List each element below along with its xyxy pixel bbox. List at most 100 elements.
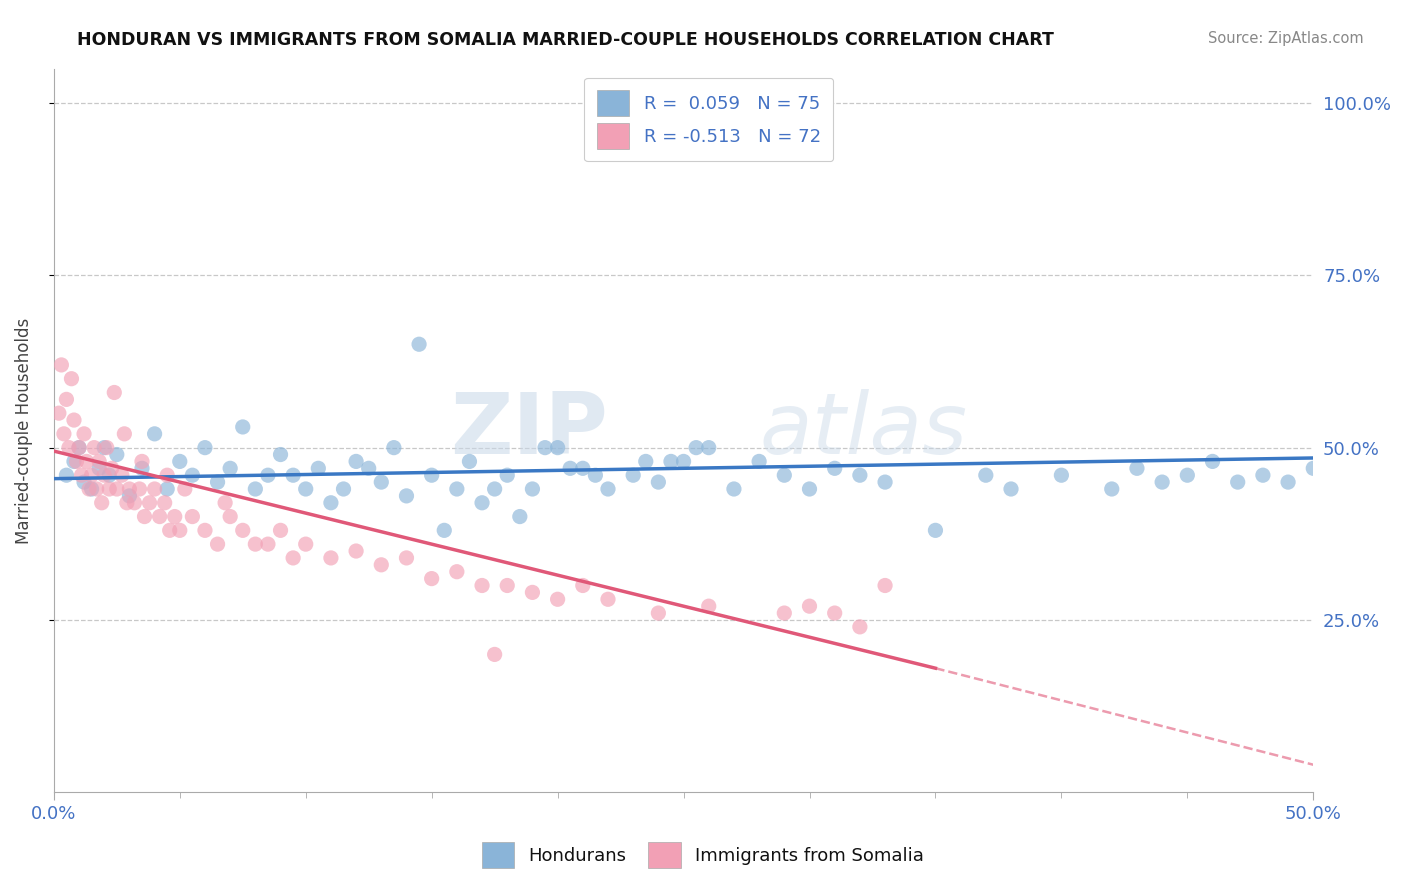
- Point: [270, 524, 292, 538]
- Point: [194, 441, 217, 455]
- Point: [93, 441, 115, 455]
- Point: [124, 496, 146, 510]
- Point: [173, 482, 195, 496]
- Point: [357, 461, 380, 475]
- Point: [219, 461, 242, 475]
- Point: [73, 475, 96, 489]
- Point: [572, 578, 595, 592]
- Point: [773, 468, 796, 483]
- Point: [118, 482, 141, 496]
- Point: [245, 482, 267, 496]
- Text: Source: ZipAtlas.com: Source: ZipAtlas.com: [1208, 31, 1364, 46]
- Point: [169, 454, 191, 468]
- Point: [156, 482, 179, 496]
- Point: [143, 426, 166, 441]
- Point: [131, 454, 153, 468]
- Point: [634, 454, 657, 468]
- Point: [80, 468, 103, 483]
- Point: [89, 461, 111, 475]
- Point: [319, 496, 342, 510]
- Point: [67, 441, 90, 455]
- Point: [153, 496, 176, 510]
- Point: [100, 461, 122, 475]
- Point: [118, 489, 141, 503]
- Point: [103, 385, 125, 400]
- Point: [408, 337, 430, 351]
- Point: [156, 468, 179, 483]
- Point: [547, 592, 569, 607]
- Y-axis label: Married-couple Households: Married-couple Households: [15, 318, 32, 543]
- Point: [270, 448, 292, 462]
- Point: [344, 544, 367, 558]
- Point: [572, 461, 595, 475]
- Point: [307, 461, 329, 475]
- Point: [647, 475, 669, 489]
- Point: [58, 441, 80, 455]
- Point: [105, 482, 128, 496]
- Point: [65, 454, 87, 468]
- Point: [149, 509, 172, 524]
- Point: [207, 537, 229, 551]
- Point: [659, 454, 682, 468]
- Point: [420, 468, 443, 483]
- Point: [232, 524, 254, 538]
- Point: [63, 454, 86, 468]
- Point: [471, 496, 494, 510]
- Point: [89, 454, 111, 468]
- Point: [1302, 461, 1324, 475]
- Point: [131, 461, 153, 475]
- Point: [484, 482, 506, 496]
- Point: [547, 441, 569, 455]
- Point: [420, 572, 443, 586]
- Point: [55, 392, 77, 407]
- Point: [159, 524, 181, 538]
- Point: [96, 441, 118, 455]
- Point: [824, 606, 846, 620]
- Point: [83, 441, 105, 455]
- Point: [522, 585, 544, 599]
- Point: [974, 468, 997, 483]
- Point: [257, 537, 280, 551]
- Point: [245, 537, 267, 551]
- Point: [509, 509, 531, 524]
- Text: ZIP: ZIP: [450, 389, 607, 472]
- Point: [181, 468, 204, 483]
- Point: [496, 578, 519, 592]
- Point: [685, 441, 707, 455]
- Point: [1000, 482, 1022, 496]
- Point: [1226, 475, 1249, 489]
- Text: HONDURAN VS IMMIGRANTS FROM SOMALIA MARRIED-COUPLE HOUSEHOLDS CORRELATION CHART: HONDURAN VS IMMIGRANTS FROM SOMALIA MARR…: [77, 31, 1054, 49]
- Point: [76, 454, 98, 468]
- Point: [163, 509, 186, 524]
- Point: [281, 468, 304, 483]
- Point: [214, 496, 236, 510]
- Point: [90, 496, 112, 510]
- Point: [181, 509, 204, 524]
- Point: [446, 565, 468, 579]
- Point: [458, 454, 481, 468]
- Legend: R =  0.059   N = 75, R = -0.513   N = 72: R = 0.059 N = 75, R = -0.513 N = 72: [583, 78, 834, 161]
- Point: [723, 482, 745, 496]
- Point: [849, 468, 872, 483]
- Point: [63, 413, 86, 427]
- Point: [138, 496, 160, 510]
- Point: [370, 558, 392, 572]
- Point: [105, 448, 128, 462]
- Point: [55, 468, 77, 483]
- Point: [134, 509, 156, 524]
- Point: [52, 426, 75, 441]
- Point: [672, 454, 695, 468]
- Text: atlas: atlas: [759, 389, 967, 472]
- Point: [1101, 482, 1123, 496]
- Point: [93, 468, 115, 483]
- Point: [73, 426, 96, 441]
- Point: [281, 550, 304, 565]
- Point: [496, 468, 519, 483]
- Point: [86, 482, 108, 496]
- Point: [60, 372, 83, 386]
- Point: [207, 475, 229, 489]
- Point: [596, 482, 619, 496]
- Point: [560, 461, 582, 475]
- Point: [534, 441, 557, 455]
- Point: [169, 524, 191, 538]
